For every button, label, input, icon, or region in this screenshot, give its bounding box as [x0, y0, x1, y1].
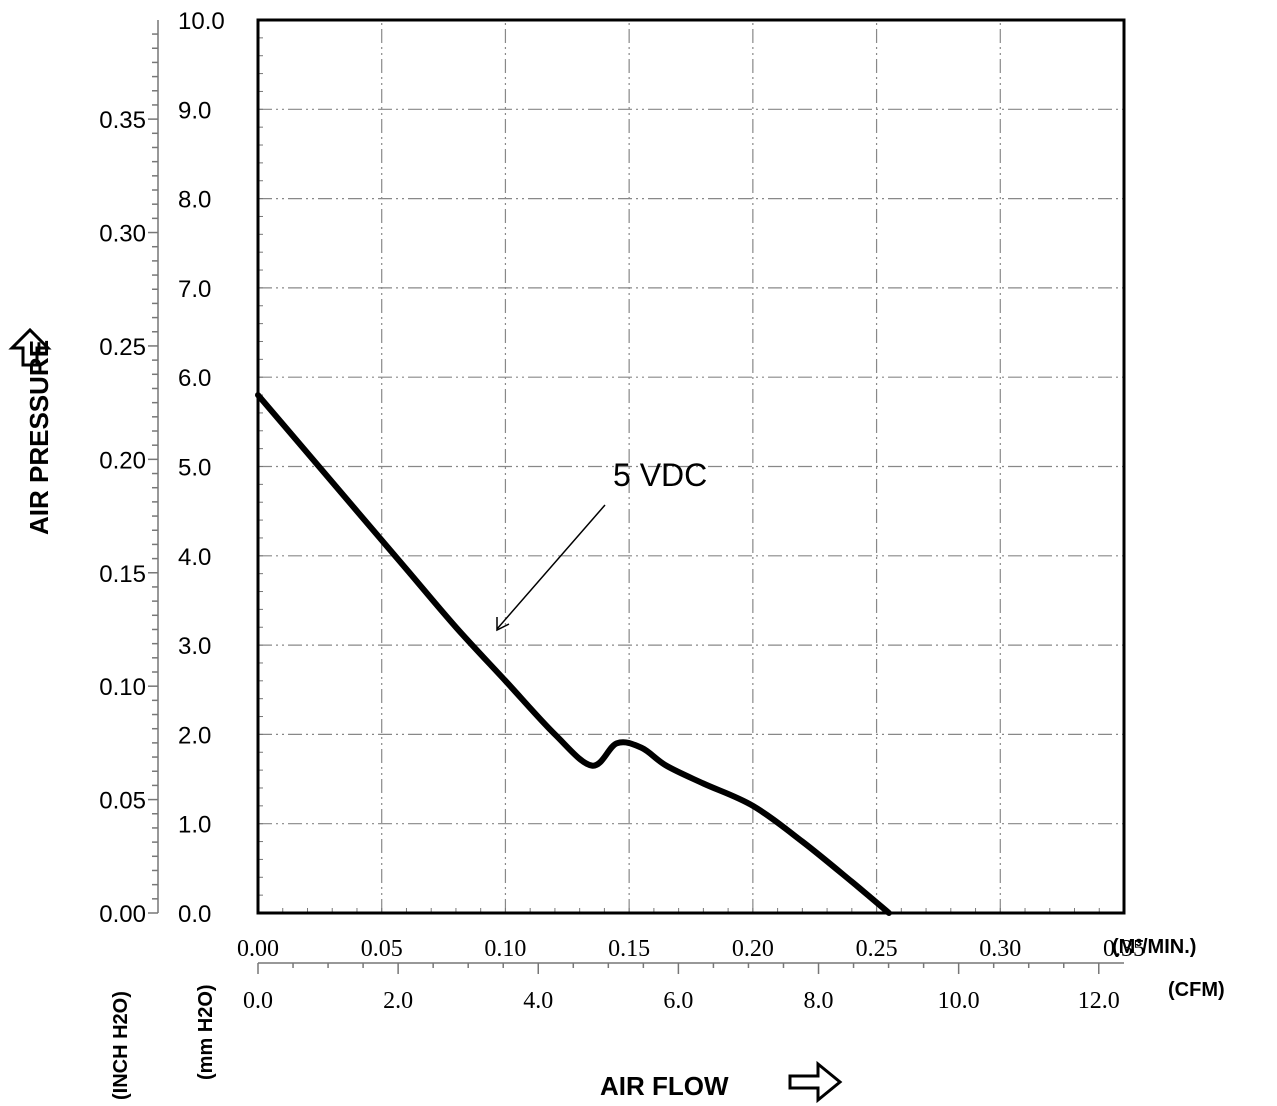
x-tick-label-m3: 0.00: [237, 936, 279, 962]
unit-cfm: (CFM): [1168, 979, 1225, 1001]
x-tick-label-m3: 0.15: [608, 936, 650, 962]
annotation-leader-line: [496, 504, 606, 630]
y-tick-label-mm: 7.0: [178, 276, 211, 303]
x-tick-label-m3: 0.10: [484, 936, 526, 962]
bottom-axis: [257, 908, 1125, 974]
y-tick-label-mm: 9.0: [178, 97, 211, 124]
x-axis-title: AIR FLOW: [600, 1071, 729, 1101]
y-tick-label-mm: 10.0: [178, 8, 225, 35]
y-axis-title: AIR PRESSURE: [24, 340, 54, 535]
x-tick-label-cfm: 4.0: [523, 988, 553, 1014]
y-tick-label-mm: 4.0: [178, 544, 211, 571]
up-arrow-icon: [8, 327, 52, 367]
y-tick-label-inch: 0.05: [99, 788, 146, 815]
y-tick-label-inch: 0.15: [99, 561, 146, 588]
inch-unit-group: (INCH H2O): [110, 991, 132, 1100]
right-arrow-icon: [788, 1060, 843, 1104]
y-tick-label-mm: 8.0: [178, 187, 211, 214]
y-tick-label-inch: 0.20: [99, 447, 146, 474]
x-tick-label-m3: 0.05: [361, 936, 403, 962]
y-tick-label-inch: 0.35: [99, 107, 146, 134]
x-tick-label-cfm: 0.0: [243, 988, 273, 1014]
unit-mm-h2o: (mm H2O): [195, 984, 217, 1080]
y-tick-label-mm: 1.0: [178, 812, 211, 839]
y-tick-label-mm: 6.0: [178, 365, 211, 392]
y-tick-label-inch: 0.25: [99, 334, 146, 361]
plot-frame: [256, 18, 1126, 915]
x-tick-label-m3: 0.25: [856, 936, 898, 962]
x-tick-labels: 0.00 0.05 0.10 0.15 0.20 0.25 0.30 0.35 0.0 2.0 4.…: [237, 936, 1145, 1014]
y-tick-labels: 0.0 1.0 2.0 3.0 4.0 5.0 6.0 7.0 8.0 9.0 10.0 0.00 0.…: [99, 8, 224, 928]
unit-m3-min: (M³/MIN.): [1112, 936, 1196, 958]
x-tick-label-m3: 0.35: [1103, 936, 1145, 962]
x-tick-label-m3: 0.20: [732, 936, 774, 962]
y-tick-label-inch: 0.00: [99, 901, 146, 928]
y-tick-label-mm: 2.0: [178, 722, 211, 749]
y-tick-label-inch: 0.30: [99, 221, 146, 248]
unit-inch-h2o: (INCH H2O): [110, 991, 132, 1100]
x-tick-label-cfm: 10.0: [938, 988, 980, 1014]
mm-unit-group: (mm H2O): [195, 984, 217, 1080]
x-tick-label-cfm: 6.0: [663, 988, 693, 1014]
x-tick-label-cfm: 12.0: [1078, 988, 1120, 1014]
y-axis-title-group: AIR PRESSURE: [24, 340, 54, 535]
x-tick-label-cfm: 8.0: [804, 988, 834, 1014]
y-tick-label-mm: 3.0: [178, 633, 211, 660]
grid: [258, 20, 1124, 913]
x-tick-label-cfm: 2.0: [383, 988, 413, 1014]
y-tick-label-inch: 0.10: [99, 674, 146, 701]
y-tick-label-mm: 0.0: [178, 901, 211, 928]
y-tick-label-mm: 5.0: [178, 455, 211, 482]
annotation-arrowhead: [496, 617, 510, 632]
annotation-label: 5 VDC: [613, 457, 707, 493]
series-line-5vdc: [255, 392, 892, 916]
x-tick-label-m3: 0.30: [979, 936, 1021, 962]
